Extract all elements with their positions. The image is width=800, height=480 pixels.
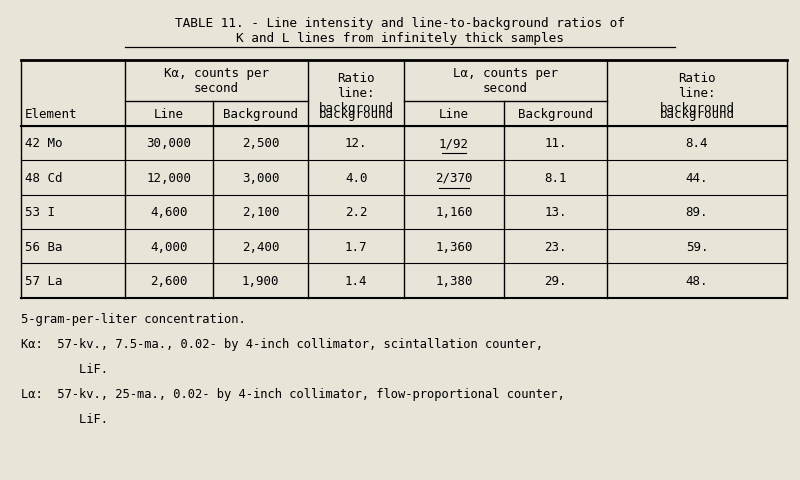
Text: 30,000: 30,000	[146, 137, 191, 150]
Text: 2,600: 2,600	[150, 275, 187, 288]
Text: 42 Mo: 42 Mo	[26, 137, 63, 150]
Text: 48.: 48.	[686, 275, 708, 288]
Text: Kα, counts per
second: Kα, counts per second	[164, 67, 269, 96]
Text: 1,360: 1,360	[435, 240, 473, 253]
Text: 3,000: 3,000	[242, 171, 279, 184]
Text: Background: Background	[223, 108, 298, 120]
Text: Ratio
line:
background: Ratio line: background	[318, 72, 394, 115]
Text: Line: Line	[154, 108, 184, 120]
Text: 1,380: 1,380	[435, 275, 473, 288]
Text: 12,000: 12,000	[146, 171, 191, 184]
Text: 1.7: 1.7	[345, 240, 367, 253]
Text: 2,400: 2,400	[242, 240, 279, 253]
Text: Ratio
line:
background: Ratio line: background	[659, 72, 734, 115]
Text: 29.: 29.	[544, 275, 566, 288]
Text: TABLE 11. - Line intensity and line-to-background ratios of: TABLE 11. - Line intensity and line-to-b…	[175, 17, 625, 30]
Text: 44.: 44.	[686, 171, 708, 184]
Text: 8.4: 8.4	[686, 137, 708, 150]
Text: 2,100: 2,100	[242, 206, 279, 219]
Text: Line: Line	[439, 108, 469, 120]
Text: Lα:  57-kv., 25-ma., 0.02- by 4-inch collimator, flow-proportional counter,: Lα: 57-kv., 25-ma., 0.02- by 4-inch coll…	[22, 387, 565, 400]
Text: 2.2: 2.2	[345, 206, 367, 219]
Text: Element: Element	[25, 108, 77, 120]
Text: 4.0: 4.0	[345, 171, 367, 184]
Text: 11.: 11.	[544, 137, 566, 150]
Text: Lα, counts per
second: Lα, counts per second	[453, 67, 558, 96]
Text: background: background	[659, 108, 734, 120]
Text: 23.: 23.	[544, 240, 566, 253]
Text: 89.: 89.	[686, 206, 708, 219]
Text: LiF.: LiF.	[22, 362, 108, 375]
Text: 59.: 59.	[686, 240, 708, 253]
Text: 48 Cd: 48 Cd	[26, 171, 63, 184]
Text: 1,160: 1,160	[435, 206, 473, 219]
Text: 8.1: 8.1	[544, 171, 566, 184]
Text: 2/370: 2/370	[435, 171, 473, 184]
Text: 13.: 13.	[544, 206, 566, 219]
Text: 56 Ba: 56 Ba	[26, 240, 63, 253]
Text: 57 La: 57 La	[26, 275, 63, 288]
Text: K and L lines from infinitely thick samples: K and L lines from infinitely thick samp…	[236, 33, 564, 46]
Text: 1/92: 1/92	[439, 137, 469, 150]
Text: 53 I: 53 I	[26, 206, 55, 219]
Text: 2,500: 2,500	[242, 137, 279, 150]
Text: background: background	[318, 108, 394, 120]
Text: 4,000: 4,000	[150, 240, 187, 253]
Text: LiF.: LiF.	[22, 412, 108, 425]
Text: Kα:  57-kv., 7.5-ma., 0.02- by 4-inch collimator, scintallation counter,: Kα: 57-kv., 7.5-ma., 0.02- by 4-inch col…	[22, 337, 543, 350]
Text: 1,900: 1,900	[242, 275, 279, 288]
Text: 4,600: 4,600	[150, 206, 187, 219]
Text: 12.: 12.	[345, 137, 367, 150]
Text: 1.4: 1.4	[345, 275, 367, 288]
Text: 5-gram-per-liter concentration.: 5-gram-per-liter concentration.	[22, 312, 246, 325]
Text: Background: Background	[518, 108, 593, 120]
